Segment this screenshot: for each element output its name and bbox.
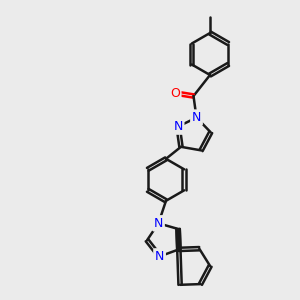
Text: O: O	[170, 86, 180, 100]
Text: N: N	[154, 217, 163, 230]
Text: N: N	[173, 120, 183, 133]
Text: O: O	[170, 86, 180, 100]
Text: N: N	[154, 217, 163, 230]
Text: N: N	[192, 111, 201, 124]
Text: N: N	[192, 111, 201, 124]
Text: N: N	[155, 250, 164, 263]
Text: N: N	[173, 120, 183, 133]
Text: N: N	[155, 250, 164, 263]
